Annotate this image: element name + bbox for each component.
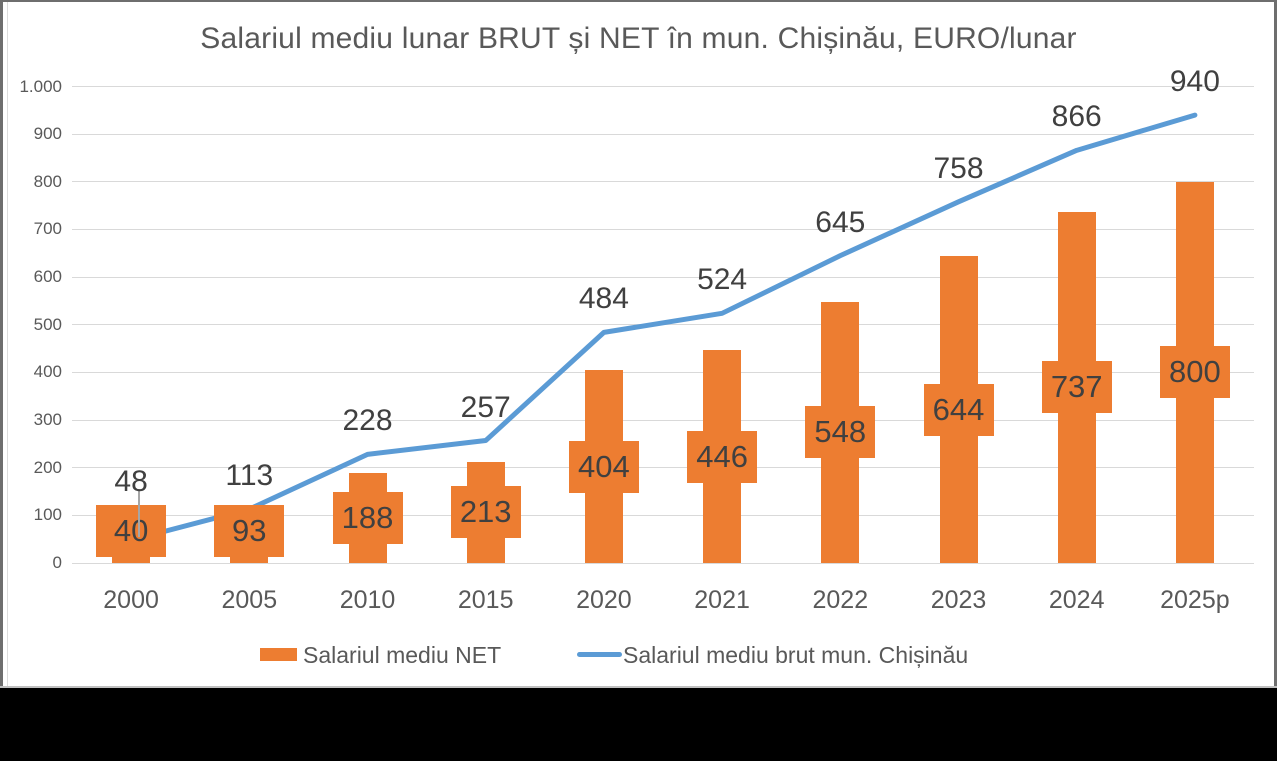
- bar-value-label: 737: [1041, 361, 1112, 414]
- bar-value-label: 213: [450, 486, 521, 539]
- line-point-label: 645: [815, 205, 866, 239]
- bar-value-label: 188: [332, 492, 403, 545]
- x-tick-label: 2021: [694, 586, 750, 614]
- gridline: [72, 467, 1254, 469]
- window-left-edge: [0, 0, 3, 687]
- gridline: [72, 181, 1254, 183]
- bar-value-label: 800: [1159, 346, 1230, 399]
- gridline: [72, 276, 1254, 278]
- x-tick-label: 2010: [339, 586, 396, 614]
- y-tick-label: 500: [33, 314, 62, 334]
- legend-brut-line-swatch-icon: [577, 652, 622, 657]
- gridline: [72, 419, 1254, 421]
- x-tick-label: 2025p: [1160, 586, 1230, 614]
- x-tick-label: 2024: [1048, 586, 1105, 614]
- gridline: [72, 133, 1254, 135]
- line-point-label: 758: [933, 151, 984, 185]
- line-point-label: 866: [1051, 100, 1102, 134]
- x-tick-label: 2015: [457, 586, 514, 614]
- line-point-label: 48: [114, 465, 148, 499]
- line-point-label: 940: [1169, 65, 1220, 99]
- line-point-label: 113: [225, 459, 274, 493]
- chart-title: Salariul mediu lunar BRUT și NET în mun.…: [200, 22, 1077, 55]
- y-tick-label: 900: [33, 124, 62, 144]
- y-tick-label: 700: [33, 219, 62, 239]
- gridline: [72, 562, 1254, 564]
- panel-bottom-border: [0, 686, 1277, 688]
- chart-frame-left-border: [7, 2, 8, 686]
- window-top-edge: [0, 0, 1277, 2]
- y-tick-label: 100: [33, 505, 62, 525]
- bar-value-label: 93: [214, 504, 285, 557]
- y-tick-label: 0: [52, 553, 62, 572]
- gridline: [72, 86, 1254, 87]
- y-tick-label: 1.000: [19, 76, 62, 96]
- x-tick-label: 2022: [812, 586, 869, 614]
- y-tick-label: 200: [33, 457, 62, 477]
- x-tick-label: 2023: [930, 586, 987, 614]
- bar-value-label: 644: [923, 383, 994, 436]
- label-leader-line: [138, 489, 140, 537]
- y-tick-label: 300: [33, 410, 62, 430]
- x-tick-label: 2000: [103, 586, 159, 614]
- y-tick-label: 600: [33, 267, 62, 287]
- legend-net-label: Salariul mediu NET: [303, 642, 502, 668]
- bar-value-label: 40: [96, 504, 167, 557]
- y-tick-label: 400: [33, 362, 62, 382]
- legend-net-bar-swatch-icon: [260, 648, 297, 661]
- line-point-label: 257: [460, 390, 511, 424]
- line-point-label: 524: [697, 263, 748, 297]
- gridline: [72, 514, 1254, 516]
- bottom-black-band: [0, 688, 1277, 761]
- x-tick-label: 2020: [576, 586, 632, 614]
- bar-value-label: 446: [687, 430, 758, 483]
- x-tick-label: 2005: [221, 586, 278, 614]
- window-right-edge: [1274, 0, 1277, 687]
- bar-value-label: 548: [805, 406, 876, 459]
- legend-brut-label: Salariul mediu brut mun. Chișinău: [623, 642, 969, 668]
- gridline: [72, 228, 1254, 230]
- bar-value-label: 404: [568, 440, 639, 493]
- brut-line-path: [128, 112, 1198, 543]
- line-point-label: 484: [578, 282, 629, 316]
- line-point-label: 228: [342, 404, 393, 438]
- y-tick-label: 800: [33, 171, 62, 191]
- gridline: [72, 371, 1254, 373]
